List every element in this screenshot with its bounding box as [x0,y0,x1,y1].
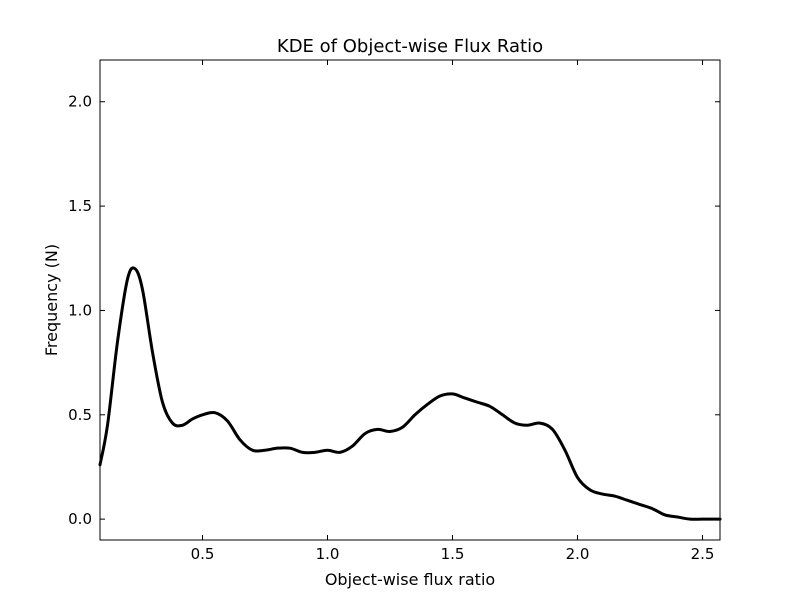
x-tick-label: 2.5 [691,545,715,563]
plot-frame [99,59,721,541]
kde-series-line [98,266,722,521]
x-tick-label: 1.5 [441,545,465,563]
y-tick-label: 2.0 [68,93,92,111]
x-tick-label: 1.0 [316,545,340,563]
x-tick-label: 0.5 [191,545,215,563]
y-tick-label: 1.5 [68,197,92,215]
y-axis-ticks: 0.0 0.5 1.0 1.5 2.0 [68,93,720,528]
x-axis-ticks: 0.5 1.0 1.5 2.0 2.5 [191,60,715,563]
y-tick-label: 0.0 [68,510,92,528]
chart-title: KDE of Object-wise Flux Ratio [277,36,543,57]
y-tick-label: 0.5 [68,406,92,424]
x-tick-label: 2.0 [566,545,590,563]
y-axis-label: Frequency (N) [42,244,61,356]
plot-area: 0.5 1.0 1.5 2.0 2.5 0.0 0.5 1.0 1.5 2.0 [68,59,722,563]
x-axis-label: Object-wise flux ratio [325,570,495,589]
y-tick-label: 1.0 [68,301,92,319]
